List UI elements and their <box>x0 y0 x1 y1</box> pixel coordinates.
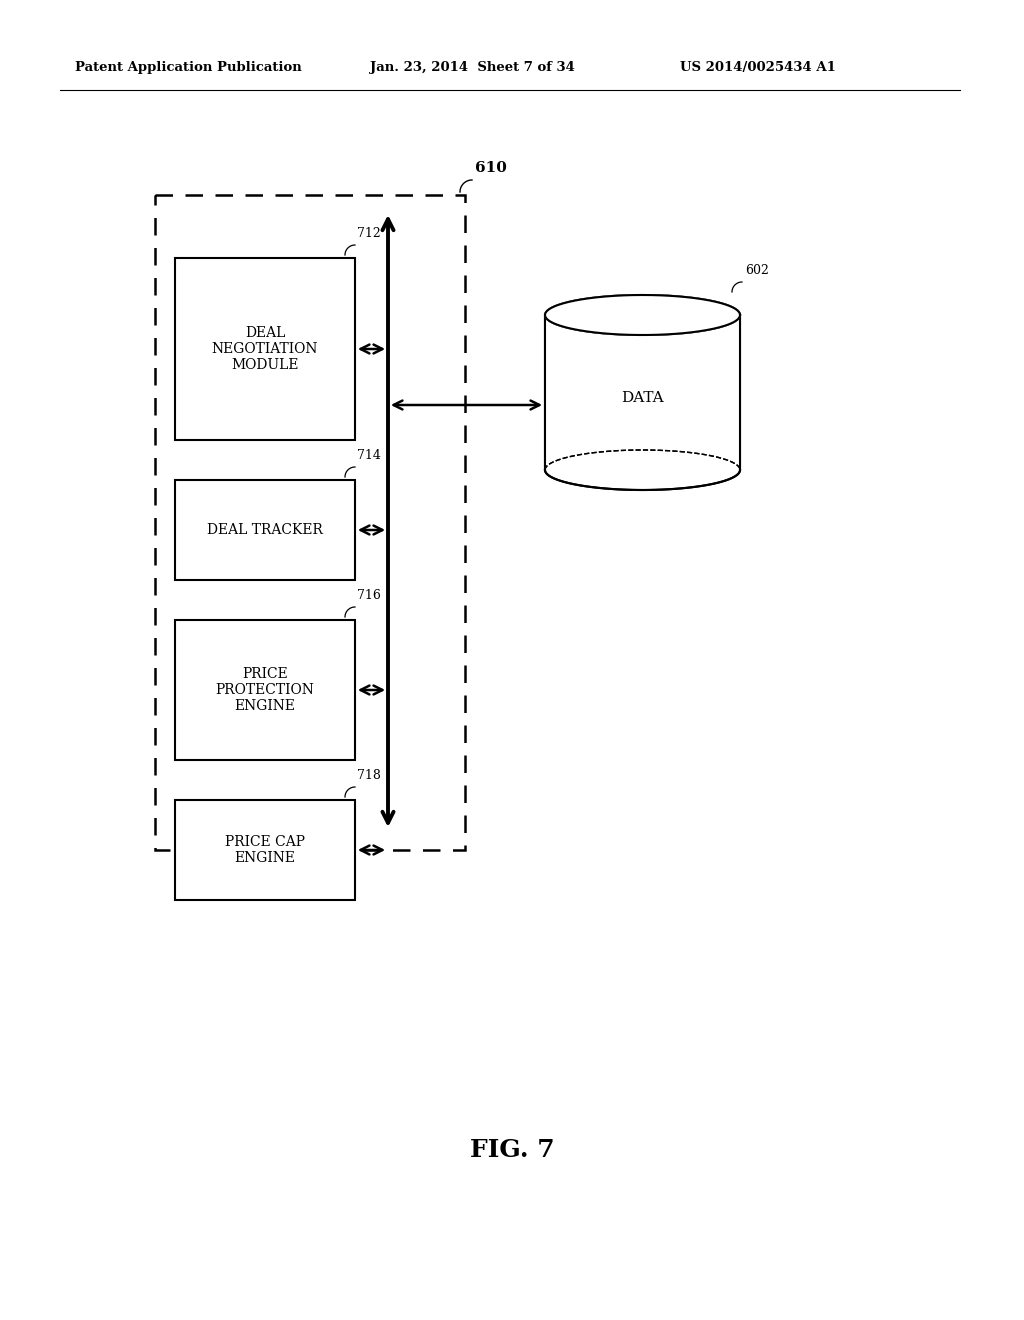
Text: DATA: DATA <box>622 391 664 404</box>
Text: US 2014/0025434 A1: US 2014/0025434 A1 <box>680 62 836 74</box>
Text: 610: 610 <box>475 161 507 176</box>
Text: 718: 718 <box>357 770 381 781</box>
Text: 714: 714 <box>357 449 381 462</box>
Text: 602: 602 <box>745 264 769 277</box>
Text: Jan. 23, 2014  Sheet 7 of 34: Jan. 23, 2014 Sheet 7 of 34 <box>370 62 574 74</box>
Polygon shape <box>545 294 740 335</box>
Text: DEAL
NEGOTIATION
MODULE: DEAL NEGOTIATION MODULE <box>212 326 318 372</box>
Text: 712: 712 <box>357 227 381 240</box>
Bar <box>175 620 355 760</box>
Text: PRICE
PROTECTION
ENGINE: PRICE PROTECTION ENGINE <box>216 667 314 713</box>
Text: DEAL TRACKER: DEAL TRACKER <box>207 523 323 537</box>
Polygon shape <box>545 294 740 335</box>
Text: Patent Application Publication: Patent Application Publication <box>75 62 302 74</box>
Bar <box>155 195 465 850</box>
Bar <box>175 800 355 900</box>
Bar <box>175 257 355 440</box>
Text: FIG. 7: FIG. 7 <box>470 1138 554 1162</box>
Text: PRICE CAP
ENGINE: PRICE CAP ENGINE <box>225 836 305 865</box>
Polygon shape <box>545 315 740 470</box>
Bar <box>175 480 355 579</box>
Text: 716: 716 <box>357 589 381 602</box>
